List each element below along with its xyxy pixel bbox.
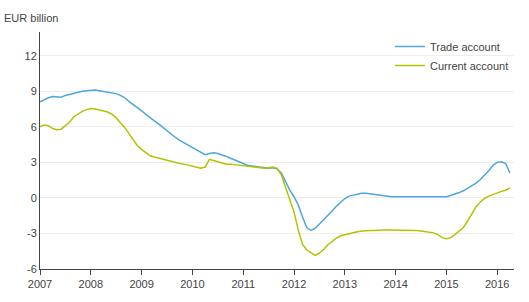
svg-text:2013: 2013 — [333, 278, 357, 290]
svg-text:2016: 2016 — [485, 278, 509, 290]
svg-text:2014: 2014 — [383, 278, 407, 290]
svg-text:6: 6 — [31, 121, 37, 133]
svg-text:9: 9 — [31, 85, 37, 97]
svg-text:3: 3 — [31, 156, 37, 168]
svg-text:EUR billion: EUR billion — [4, 12, 58, 24]
svg-text:12: 12 — [25, 50, 37, 62]
svg-text:2010: 2010 — [180, 278, 204, 290]
svg-text:Trade account: Trade account — [430, 41, 500, 53]
svg-text:2015: 2015 — [434, 278, 458, 290]
svg-text:2007: 2007 — [28, 278, 52, 290]
svg-text:2012: 2012 — [282, 278, 306, 290]
svg-text:Current account: Current account — [430, 60, 508, 72]
svg-text:2008: 2008 — [79, 278, 103, 290]
svg-text:2009: 2009 — [129, 278, 153, 290]
svg-text:-6: -6 — [27, 263, 37, 275]
svg-text:0: 0 — [31, 192, 37, 204]
svg-text:-3: -3 — [27, 227, 37, 239]
svg-text:2011: 2011 — [231, 278, 255, 290]
